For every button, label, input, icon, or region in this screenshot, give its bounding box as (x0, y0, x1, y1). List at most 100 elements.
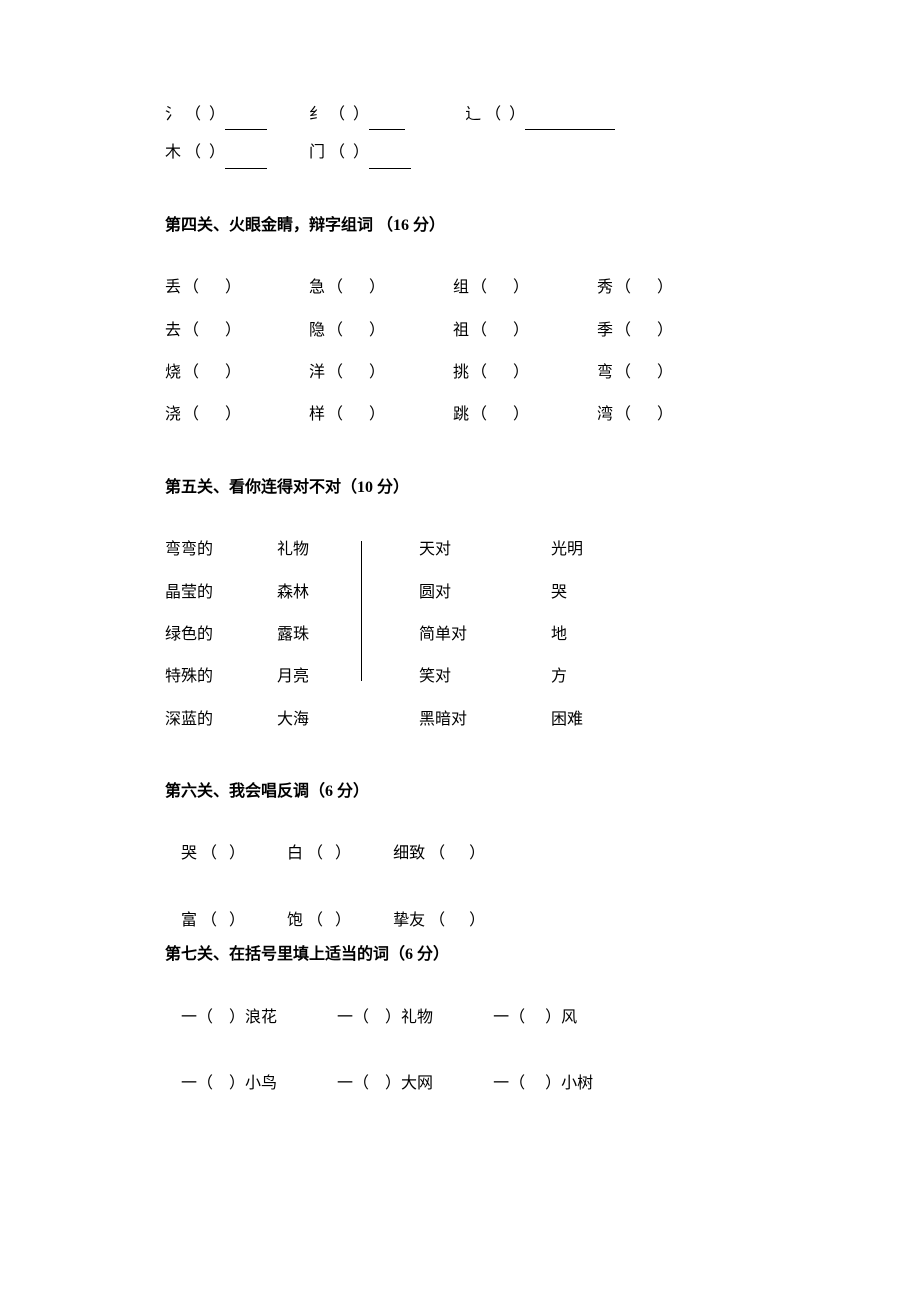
q4-char: 挑 (453, 364, 469, 381)
paren: （ ） (201, 912, 245, 929)
q3-line-1: 氵 （ ） 纟 （ ） 辶 （ ） (165, 100, 755, 130)
paren: （ ） (307, 912, 351, 929)
paren: （ ） (613, 322, 675, 339)
q6-word: 富 (181, 912, 197, 929)
q5-cell: 特殊的 (165, 662, 273, 692)
paren: （ ） (325, 364, 387, 381)
paren: （ ） (469, 322, 531, 339)
q5-cell: 深蓝的 (165, 705, 273, 735)
paren: （ ） (185, 144, 225, 161)
q7-word: 小树 (561, 1075, 593, 1092)
paren: （ ） (613, 364, 675, 381)
q4-char: 跳 (453, 406, 469, 423)
q5-cell: 大海 (277, 705, 415, 735)
paren: （ ） (469, 364, 531, 381)
q7-line-1: 一（ ）浪花 一（ ）礼物 一（ ）风 (165, 1003, 755, 1033)
q3-item-1-radical: 氵 (165, 106, 181, 123)
q5-block: 弯弯的 礼物 天对 光明 晶莹的 森林 圆对 哭 绿色的 露珠 简单对 地 特殊… (165, 535, 755, 735)
paren: （ ） (429, 912, 485, 929)
table-row: 特殊的 月亮 笑对 方 (165, 662, 755, 692)
q7-word: 浪花 (245, 1009, 277, 1026)
blank (525, 113, 615, 130)
q5-cell: 圆对 (419, 578, 547, 608)
paren: （ ） (329, 144, 369, 161)
q5-cell: 简单对 (419, 620, 547, 650)
q7-word: 风 (561, 1009, 577, 1026)
q4-char: 丢 (165, 279, 181, 296)
q4-char: 急 (309, 279, 325, 296)
q7-word: 大网 (401, 1075, 433, 1092)
blank (225, 113, 267, 130)
paren: （ ） (201, 845, 245, 862)
q5-cell: 地 (551, 620, 567, 650)
q4-char: 样 (309, 406, 325, 423)
q6-title: 第六关、我会唱反调（6 分） (165, 777, 755, 807)
q3-item-3-radical: 辶 (465, 106, 481, 123)
table-row: 弯弯的 礼物 天对 光明 (165, 535, 755, 565)
q5-cell: 天对 (419, 535, 547, 565)
q3-item-5-radical: 门 (309, 144, 325, 161)
q3-line-2: 木 （ ） 门 （ ） (165, 138, 755, 168)
paren: （ ） (485, 106, 525, 123)
table-row: 去（ ） 隐（ ） 祖（ ） 季（ ） (165, 316, 755, 346)
q3-item-4-radical: 木 (165, 144, 181, 161)
table-row: 丢（ ） 急（ ） 组（ ） 秀（ ） (165, 273, 755, 303)
paren: （ ） (429, 845, 485, 862)
paren: （ ） (469, 406, 531, 423)
table-row: 晶莹的 森林 圆对 哭 (165, 578, 755, 608)
q6-word: 饱 (287, 912, 303, 929)
q5-cell: 方 (551, 662, 567, 692)
q5-cell: 困难 (551, 705, 583, 735)
paren: （ ） (613, 279, 675, 296)
q5-cell: 露珠 (277, 620, 415, 650)
blank (369, 152, 411, 169)
table-row: 烧（ ） 洋（ ） 挑（ ） 弯（ ） (165, 358, 755, 388)
paren: （ ） (325, 406, 387, 423)
paren: （ ） (307, 845, 351, 862)
paren: （ ） (185, 106, 225, 123)
q4-char: 祖 (453, 322, 469, 339)
q7-prefix: 一（ ） (493, 1009, 561, 1026)
q4-block: 丢（ ） 急（ ） 组（ ） 秀（ ） 去（ ） 隐（ ） 祖（ ） 季（ ） … (165, 273, 755, 431)
q7-prefix: 一（ ） (337, 1075, 401, 1092)
q6-word: 哭 (181, 845, 197, 862)
q4-char: 烧 (165, 364, 181, 381)
q5-cell: 森林 (277, 578, 415, 608)
q7-title: 第七关、在括号里填上适当的词（6 分） (165, 940, 755, 970)
q5-cell: 哭 (551, 578, 567, 608)
q5-cell: 礼物 (277, 535, 415, 565)
q6-word: 挚友 (393, 912, 425, 929)
q4-char: 浇 (165, 406, 181, 423)
q5-cell: 月亮 (277, 662, 415, 692)
paren: （ ） (325, 279, 387, 296)
q5-title: 第五关、看你连得对不对（10 分） (165, 473, 755, 503)
q5-cell: 笑对 (419, 662, 547, 692)
q4-char: 去 (165, 322, 181, 339)
paren: （ ） (181, 364, 243, 381)
q4-char: 组 (453, 279, 469, 296)
q4-char: 洋 (309, 364, 325, 381)
document-page: 氵 （ ） 纟 （ ） 辶 （ ） 木 （ ） 门 （ ） 第四关、火眼金睛，辩… (0, 0, 920, 1215)
table-row: 深蓝的 大海 黑暗对 困难 (165, 705, 755, 735)
q5-cell: 晶莹的 (165, 578, 273, 608)
q4-char: 湾 (597, 406, 613, 423)
table-row: 浇（ ） 样（ ） 跳（ ） 湾（ ） (165, 400, 755, 430)
paren: （ ） (181, 322, 243, 339)
q5-cell: 弯弯的 (165, 535, 273, 565)
q7-prefix: 一（ ） (181, 1075, 245, 1092)
q6-word: 白 (287, 845, 303, 862)
q7-line-2: 一（ ）小鸟 一（ ）大网 一（ ）小树 (165, 1069, 755, 1099)
q5-cell: 黑暗对 (419, 705, 547, 735)
paren: （ ） (329, 106, 369, 123)
q7-prefix: 一（ ） (493, 1075, 561, 1092)
divider-line (361, 541, 362, 681)
table-row: 绿色的 露珠 简单对 地 (165, 620, 755, 650)
q3-item-2-radical: 纟 (309, 106, 325, 123)
q4-char: 季 (597, 322, 613, 339)
q6-line-1: 哭 （ ） 白 （ ） 细致 （ ） (165, 839, 755, 869)
paren: （ ） (181, 279, 243, 296)
blank (225, 152, 267, 169)
q4-title: 第四关、火眼金睛，辩字组词 （16 分） (165, 211, 755, 241)
q7-prefix: 一（ ） (181, 1009, 245, 1026)
q7-word: 小鸟 (245, 1075, 277, 1092)
